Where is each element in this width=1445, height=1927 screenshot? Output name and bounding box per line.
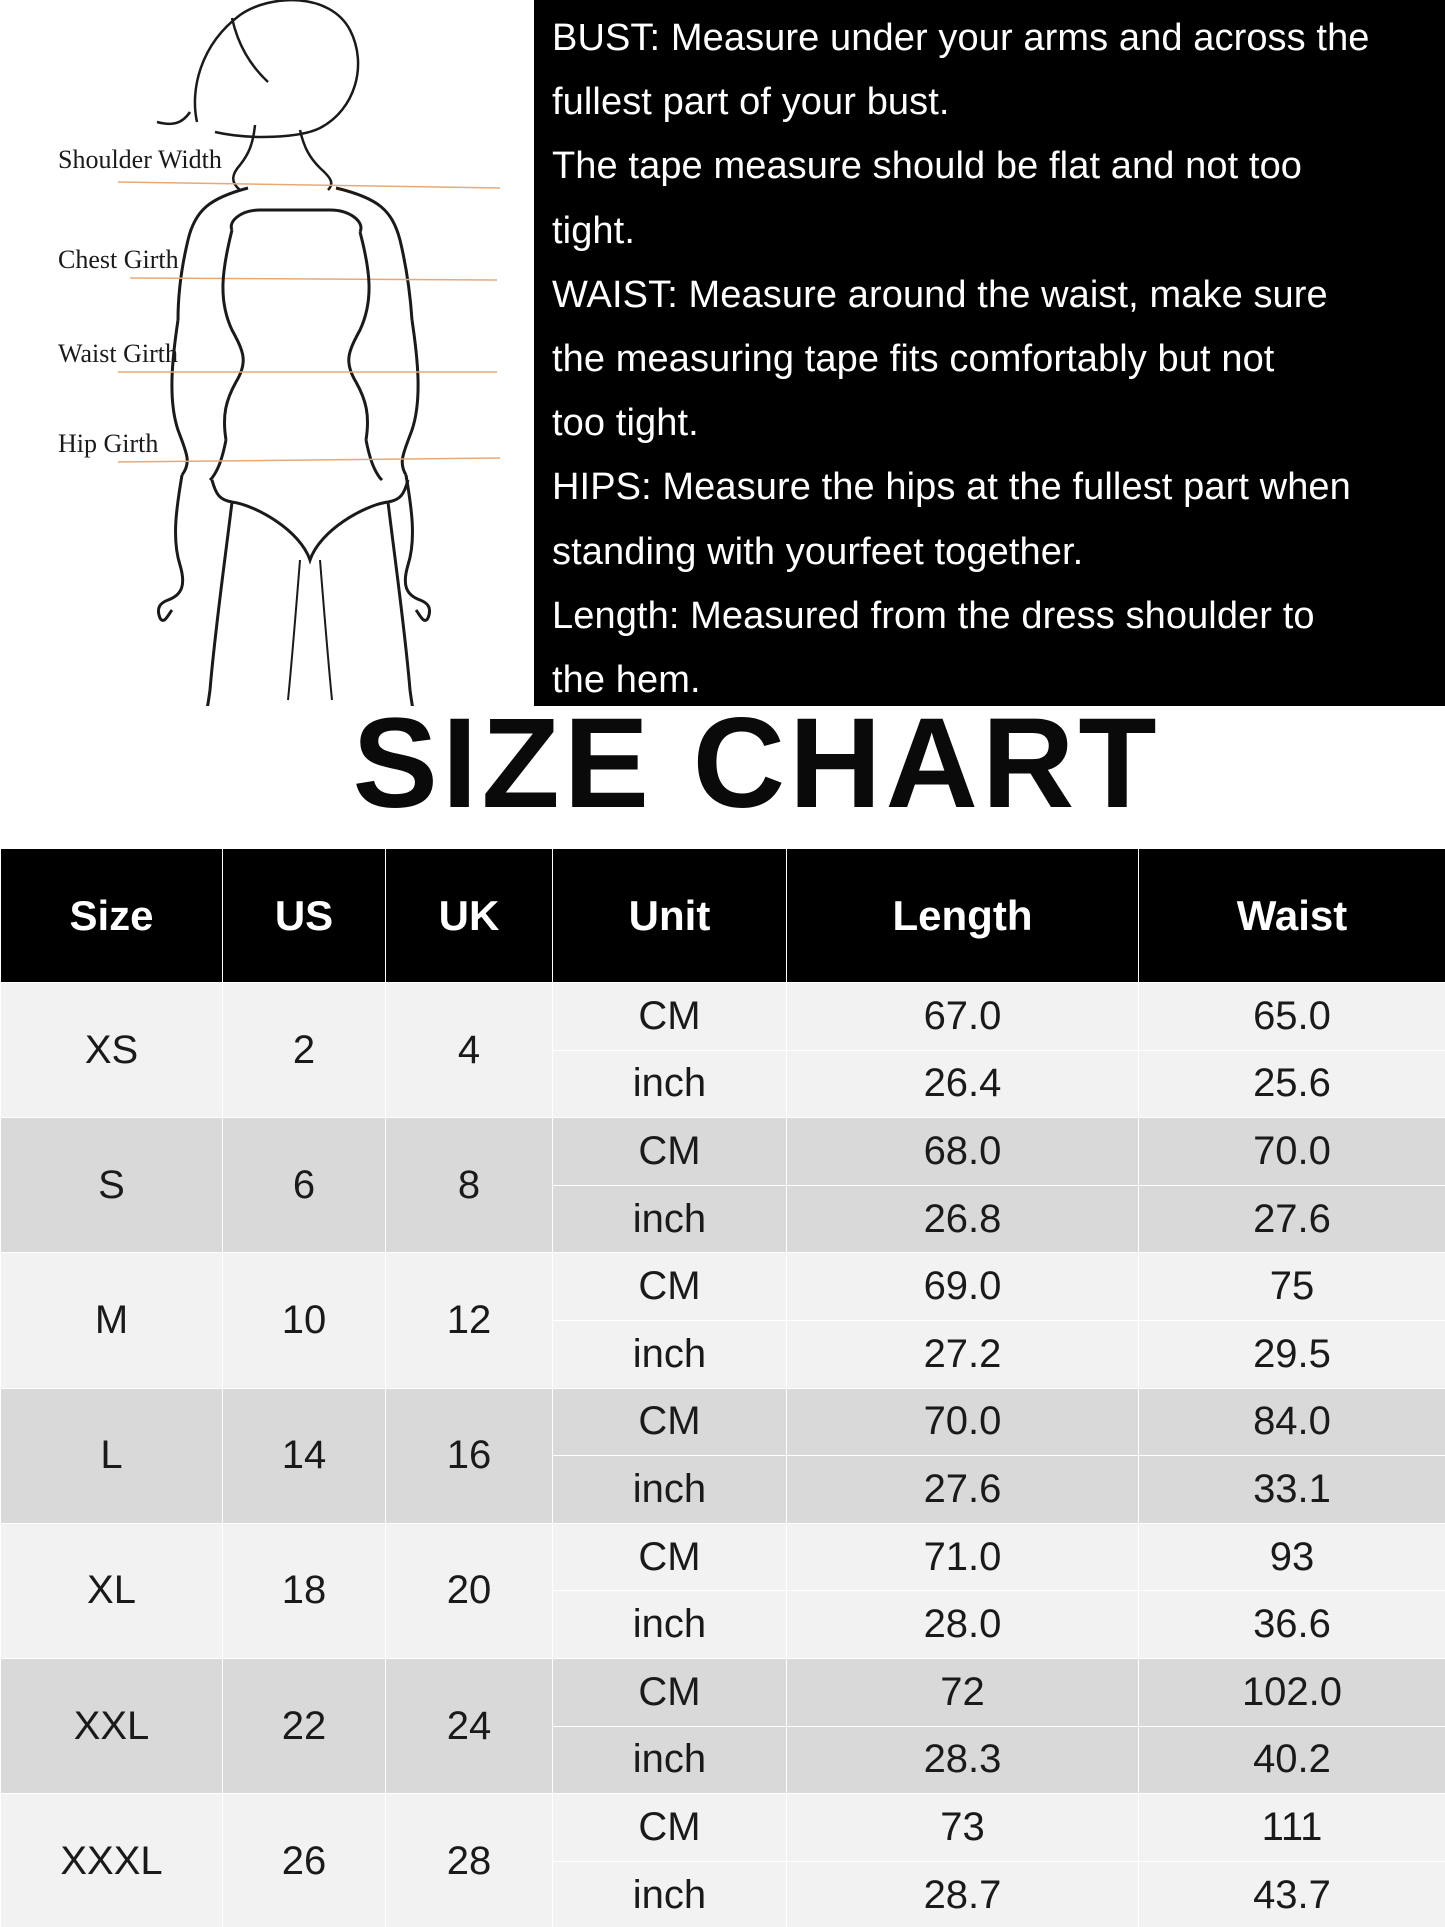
svg-text:Chest Girth: Chest Girth — [58, 245, 179, 274]
svg-text:Waist Girth: Waist Girth — [58, 339, 178, 368]
svg-text:Shoulder Width: Shoulder Width — [58, 145, 222, 174]
svg-text:Hip Girth: Hip Girth — [58, 429, 158, 458]
